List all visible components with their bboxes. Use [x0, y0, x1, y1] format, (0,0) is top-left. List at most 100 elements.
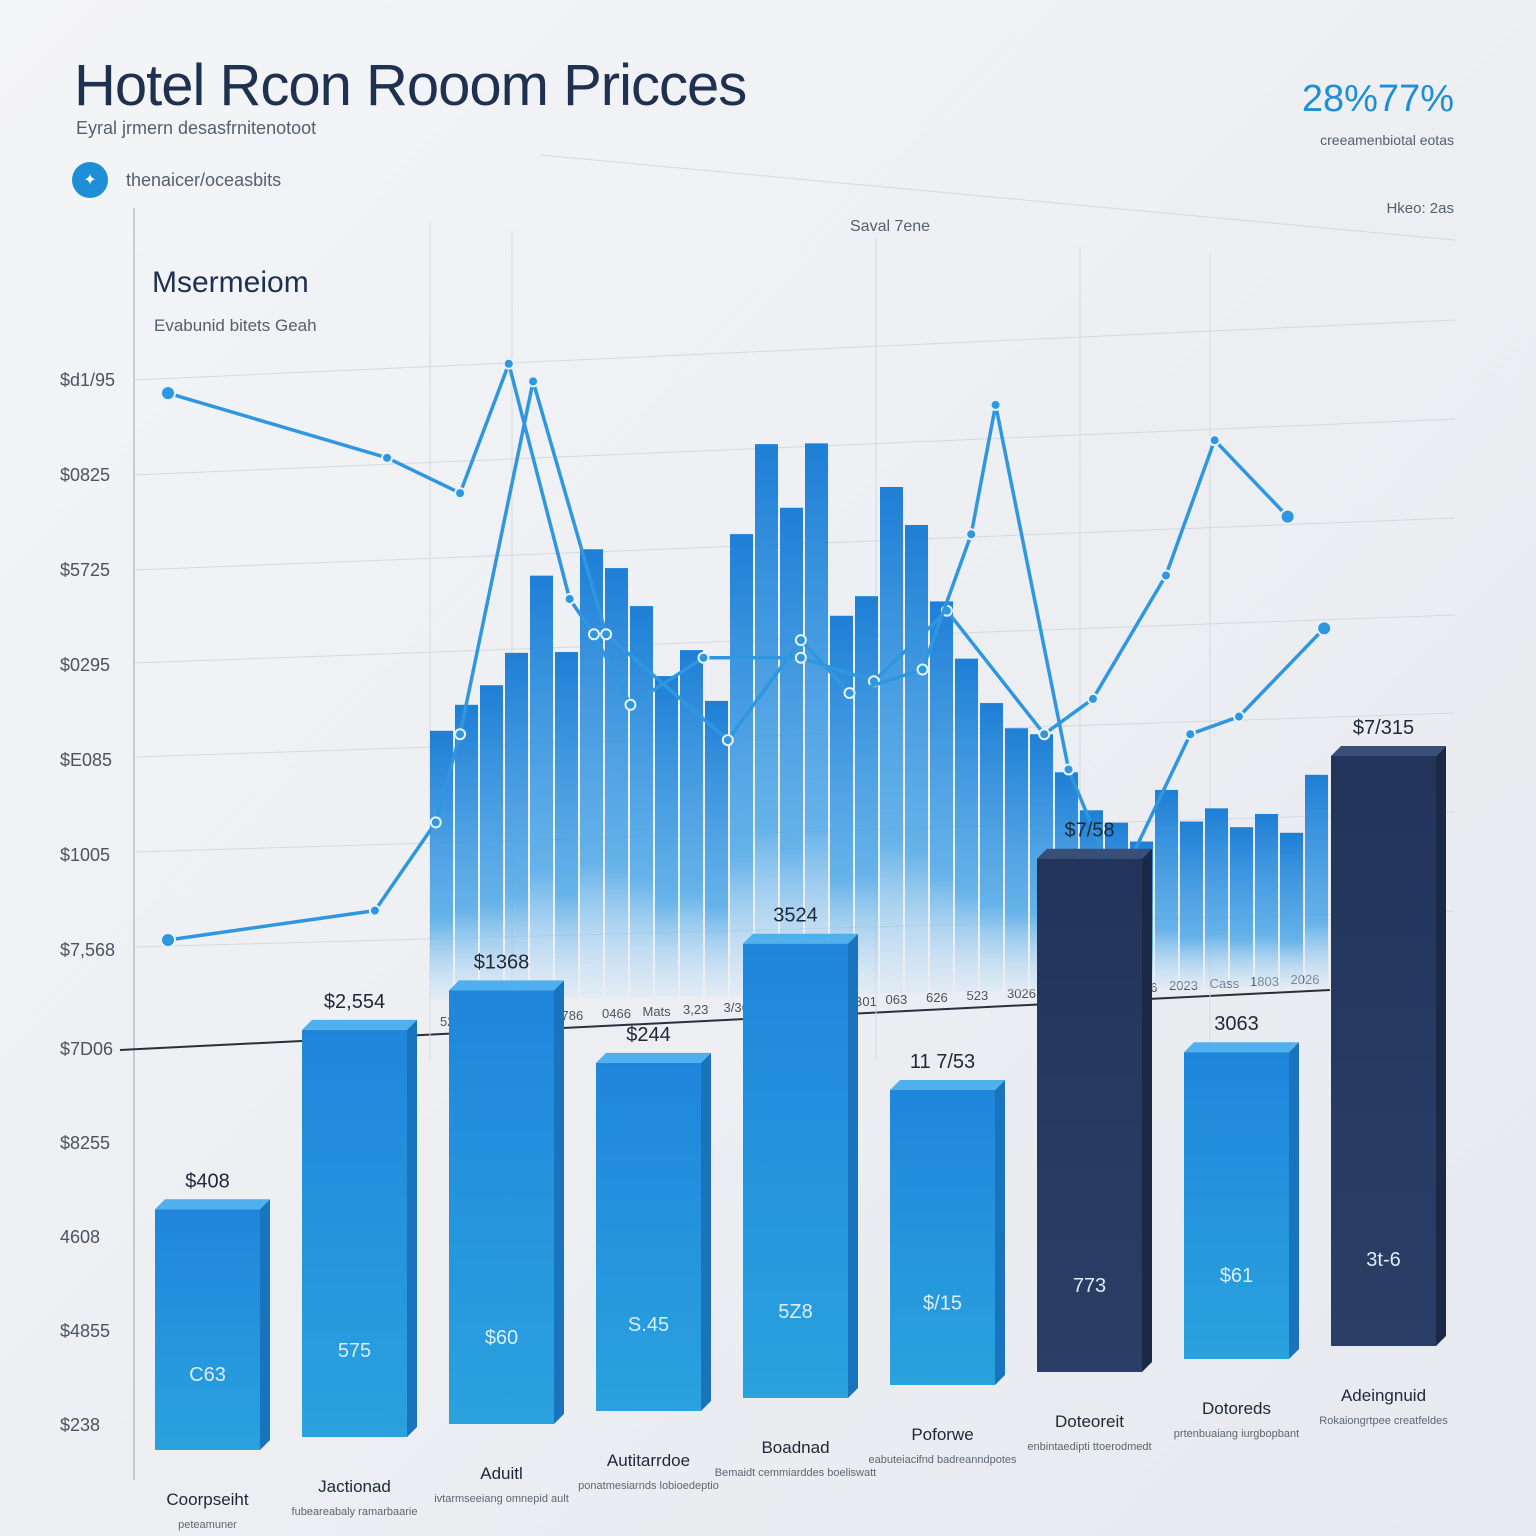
legend: ✦ thenaicer/oceasbits — [72, 162, 281, 198]
y-tick-label: $7,568 — [60, 940, 115, 960]
x-tick-label: 3,23 — [683, 1002, 708, 1017]
category-sublabel: Bemaidt cemmiarddes boeliswatt — [715, 1467, 876, 1479]
y-tick-label: $238 — [60, 1415, 100, 1435]
series-point — [1279, 508, 1296, 525]
bar-top-face — [155, 1199, 270, 1210]
y-tick-label: $d1/95 — [60, 370, 115, 390]
series-point — [843, 687, 856, 700]
series-point — [368, 904, 381, 917]
x-tick-label: 3/36 — [724, 1000, 749, 1015]
bar-side-face — [407, 1019, 417, 1437]
histogram-bar — [655, 676, 678, 997]
legend-label: thenaicer/oceasbits — [126, 169, 282, 190]
tag-icon: ✦ — [72, 162, 108, 198]
series-point — [916, 663, 929, 676]
category-label: Jactionad — [318, 1477, 391, 1496]
y-tick-label: $E085 — [60, 750, 112, 770]
series-point — [1232, 710, 1245, 723]
bar-side-face — [701, 1052, 711, 1411]
bar-inner-label: 773 — [1073, 1275, 1106, 1297]
y-tick-label: $0295 — [60, 655, 110, 675]
series-point — [1208, 434, 1221, 447]
series-point — [160, 932, 176, 948]
histogram-bar — [530, 575, 553, 999]
bar-inner-label: C63 — [189, 1364, 226, 1386]
y-tick-label: $0825 — [60, 465, 110, 485]
x-tick-label: 0466 — [602, 1006, 631, 1021]
bar-side-face — [1289, 1042, 1299, 1359]
histogram-bar — [1255, 813, 1278, 988]
corner-label: Hkeo: 2as — [1386, 200, 1454, 217]
series-point — [965, 528, 978, 541]
category-sublabel: Rokaiongrtpee creatfeldes — [1319, 1415, 1448, 1427]
bar-top-label: $244 — [626, 1024, 671, 1046]
bar-top-face — [1331, 746, 1446, 756]
histogram-bar — [755, 444, 778, 995]
histogram-bar — [555, 652, 578, 999]
bar-top-face — [449, 980, 564, 991]
x-tick-label: 786 — [562, 1008, 584, 1023]
category-bar — [743, 943, 848, 1398]
bar-side-face — [995, 1080, 1005, 1385]
histogram-bar — [1305, 774, 1328, 987]
series-point — [721, 734, 734, 747]
histogram-bar — [1155, 789, 1178, 989]
series-point — [563, 592, 576, 605]
bar-side-face — [848, 933, 858, 1398]
series-point — [794, 651, 807, 664]
bar-top-label: 3524 — [773, 905, 818, 927]
panel-subtitle: Evabunid bitets Geah — [154, 316, 317, 335]
category-bar — [1037, 858, 1142, 1372]
bar-inner-label: 5Z8 — [778, 1301, 812, 1323]
category-sublabel: peteamuner — [178, 1519, 237, 1531]
histogram-bar — [730, 534, 753, 996]
histogram-bar — [455, 704, 478, 1000]
series-point — [697, 651, 710, 664]
series-point — [527, 375, 540, 388]
series-point — [429, 816, 442, 829]
bar-side-face — [1436, 746, 1446, 1346]
bar-side-face — [1142, 848, 1152, 1372]
bar-top-label: $7/58 — [1064, 820, 1114, 842]
category-label: Boadnad — [761, 1438, 829, 1457]
histogram-bar — [880, 487, 903, 993]
horizontal-gridline — [539, 154, 1456, 241]
histogram-bar — [680, 650, 703, 997]
x-tick-label: 063 — [886, 992, 908, 1007]
bar-top-label: $408 — [185, 1170, 230, 1192]
bar-top-face — [890, 1080, 1005, 1090]
category-bar — [890, 1090, 995, 1385]
horizontal-gridline — [133, 319, 1456, 381]
series-point — [160, 385, 176, 402]
bar-top-face — [1184, 1042, 1299, 1053]
horizontal-gridline — [133, 418, 1456, 476]
histogram-bar — [1205, 808, 1228, 988]
kpi-value: 28%77% — [1301, 78, 1454, 120]
category-sublabel: ivtarmseeiang omnepid ault — [434, 1493, 569, 1505]
bar-inner-label: $/15 — [923, 1293, 962, 1315]
y-tick-label: $4855 — [60, 1321, 110, 1341]
histogram-bar — [955, 658, 978, 992]
bar-top-face — [596, 1052, 711, 1063]
histogram-bar — [980, 703, 1003, 992]
bar-top-face — [1037, 848, 1152, 859]
category-label: Doteoreit — [1055, 1412, 1124, 1431]
bar-top-label: 11 7/53 — [910, 1051, 975, 1073]
bar-inner-label: S.45 — [628, 1314, 669, 1336]
series-point — [502, 357, 515, 370]
series-point — [1038, 728, 1051, 741]
histogram-bar — [505, 652, 528, 999]
histogram-bar — [1180, 821, 1203, 989]
series-point — [600, 628, 613, 641]
category-label: Dotoreds — [1202, 1399, 1271, 1418]
series-point — [1062, 763, 1075, 776]
histogram-bar — [1005, 728, 1028, 992]
category-sublabel: enbintaedipti ttoerodmedt — [1027, 1441, 1151, 1453]
x-tick-label: 626 — [926, 990, 948, 1005]
bar-top-label: $7/315 — [1353, 717, 1414, 739]
series-line — [167, 362, 1289, 736]
y-tick-label: $7D06 — [60, 1039, 113, 1059]
series-point — [624, 698, 637, 711]
y-axis-tick-labels: $d1/95 $0825 $5725 $0295 $E085 $1005 $7,568 $7D… — [60, 370, 115, 1435]
